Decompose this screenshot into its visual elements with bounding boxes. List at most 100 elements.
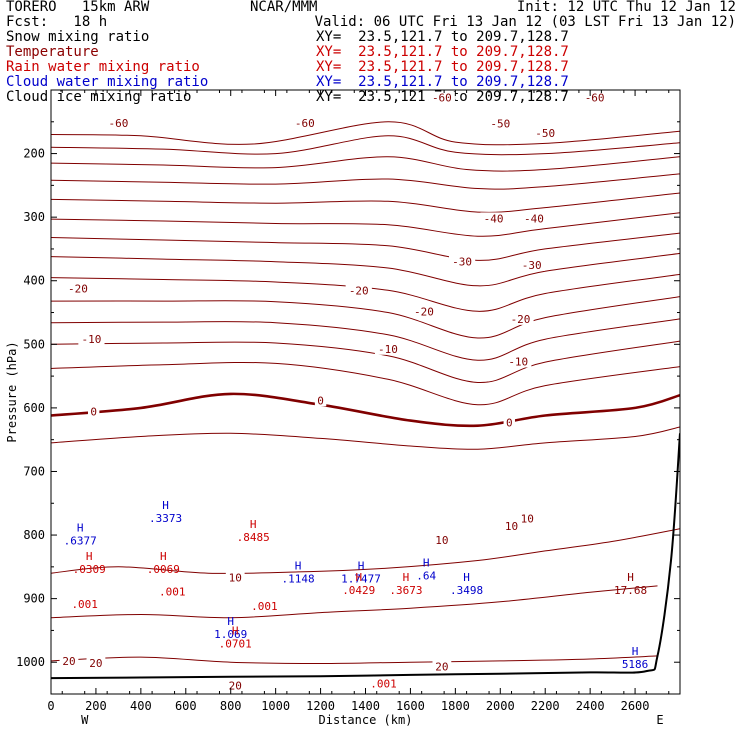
contour-label: -20 (414, 305, 434, 318)
y-tick-label: 300 (23, 210, 45, 224)
legend-cloudwater-xy: XY= 23.5,121.7 to 209.7,128.7 (316, 74, 569, 90)
contour-label-bg (520, 212, 548, 225)
contour-label-bg (432, 534, 452, 547)
y-tick-label: 800 (23, 528, 45, 542)
y-tick-label: 700 (23, 464, 45, 478)
contour-label: -30 (522, 259, 542, 272)
contour-label: 20 (435, 661, 448, 674)
isotherm-10-15 (51, 528, 680, 574)
contour-label-bg (374, 342, 402, 355)
contour-label-bg (532, 127, 559, 140)
extremum-value: .3498 (450, 584, 483, 597)
contour-label-bg (314, 394, 327, 407)
contour-label-bg (503, 416, 515, 429)
extremum-value: .3673 (389, 584, 422, 597)
isotherm-m40-5 (51, 212, 680, 237)
extremum-mark: H (232, 624, 239, 637)
contour-label: 10 (505, 520, 518, 533)
contour-label: -60 (108, 117, 128, 130)
x-tick-label: 1000 (261, 699, 290, 713)
extremum-value: .8485 (237, 531, 270, 544)
extremum-value: 1.069 (214, 628, 247, 641)
contour-label-bg (87, 405, 100, 418)
contour-label: -10 (378, 343, 398, 356)
extremum-mark: H (250, 518, 257, 531)
center-name: NCAR/MMM (250, 0, 318, 15)
legend-temperature-label: Temperature (6, 44, 99, 60)
extremum-mark: H (463, 571, 470, 584)
contour-label-bg (517, 512, 537, 525)
contour-label-bg (432, 660, 452, 673)
contour-label: 10 (521, 513, 534, 526)
isotherm-m50-3 (51, 173, 680, 190)
contour-label: -50 (490, 118, 510, 131)
isotherm-m55-2 (51, 156, 680, 172)
y-axis-label: Pressure (hPa) (5, 341, 19, 442)
extremum-mark: H (423, 556, 430, 569)
isotherm-15-16 (51, 585, 658, 619)
model-title: TORERO 15km ARW (6, 0, 150, 15)
contour-label-bg (78, 333, 105, 346)
contour-label-bg (502, 520, 521, 533)
isotherm-m10-11 (51, 340, 680, 384)
extremum-mark: H (160, 550, 167, 563)
extremum-value: .3373 (149, 512, 182, 525)
contour-label: 20 (62, 655, 75, 668)
isotherm-m15-10 (51, 318, 680, 361)
init-time: Init: 12 UTC Thu 12 Jan 12 (516, 0, 736, 15)
isotherm-20-17 (51, 655, 658, 665)
x-tick-label: 1800 (441, 699, 470, 713)
contour-label: 10 (229, 572, 242, 585)
y-tick-label: 900 (23, 592, 45, 606)
extremum-value: 1.7477 (341, 573, 381, 586)
contour-label: 0 (90, 406, 97, 419)
extremum-value: 17.68 (614, 584, 647, 597)
extremum-value: .0701 (219, 637, 252, 650)
legend-snow-xy: XY= 23.5,121.7 to 209.7,128.7 (316, 29, 569, 45)
end-label-right: E (656, 713, 663, 727)
contour-label-bg (480, 212, 507, 225)
isotherm-m5-12 (51, 361, 680, 406)
extremum-mark: H (162, 499, 169, 512)
extremum-mark: H (77, 521, 84, 534)
contour-label-bg (345, 284, 372, 297)
extremum-value: .001 (251, 600, 278, 613)
forecast-hour: Fcst: 18 h (6, 14, 108, 30)
legend-cloudice-label: Cloud ice mixing ratio (6, 89, 192, 105)
contour-label-bg (487, 117, 514, 130)
contour-label-bg (105, 117, 132, 130)
isotherm-0-13 (51, 392, 680, 428)
contour-label: -60 (295, 117, 315, 130)
contour-label: 10 (435, 534, 448, 547)
contour-label: 20 (89, 657, 102, 670)
terrain-surface-line (51, 433, 680, 680)
extremum-mark: H (86, 550, 93, 563)
extremum-value: .64 (416, 569, 436, 582)
contour-label-bg (291, 117, 318, 130)
end-label-left: W (81, 713, 89, 727)
plot-content: -60 -60 -60 -60 -50 -50 -40 -40 -30 -30 -20 -20 -20 -… (51, 91, 680, 693)
contour-label-bg (505, 355, 532, 368)
x-tick-label: 0 (47, 699, 54, 713)
y-tick-label: 500 (23, 337, 45, 351)
x-tick-label: 1200 (306, 699, 335, 713)
extremum-mark: H (627, 571, 634, 584)
legend-temperature-xy: XY= 23.5,121.7 to 209.7,128.7 (316, 44, 569, 60)
contour-label-bg (518, 258, 545, 271)
contour-label: -50 (535, 127, 555, 140)
contour-label: -10 (81, 333, 101, 346)
x-tick-label: 400 (130, 699, 152, 713)
isotherm-m60-1 (51, 135, 680, 156)
contour-label-bg (581, 91, 608, 104)
extremum-mark: H (632, 645, 639, 658)
legend-snow-label: Snow mixing ratio (6, 29, 150, 45)
extremum-mark: H (358, 560, 365, 573)
extremum-value: .001 (159, 585, 186, 598)
extremum-mark: H (227, 615, 234, 628)
contour-label-bg (448, 255, 476, 268)
x-tick-label: 200 (85, 699, 107, 713)
contour-label: 20 (229, 680, 242, 693)
y-tick-label: 600 (23, 401, 45, 415)
extremum-mark: H (295, 560, 302, 573)
